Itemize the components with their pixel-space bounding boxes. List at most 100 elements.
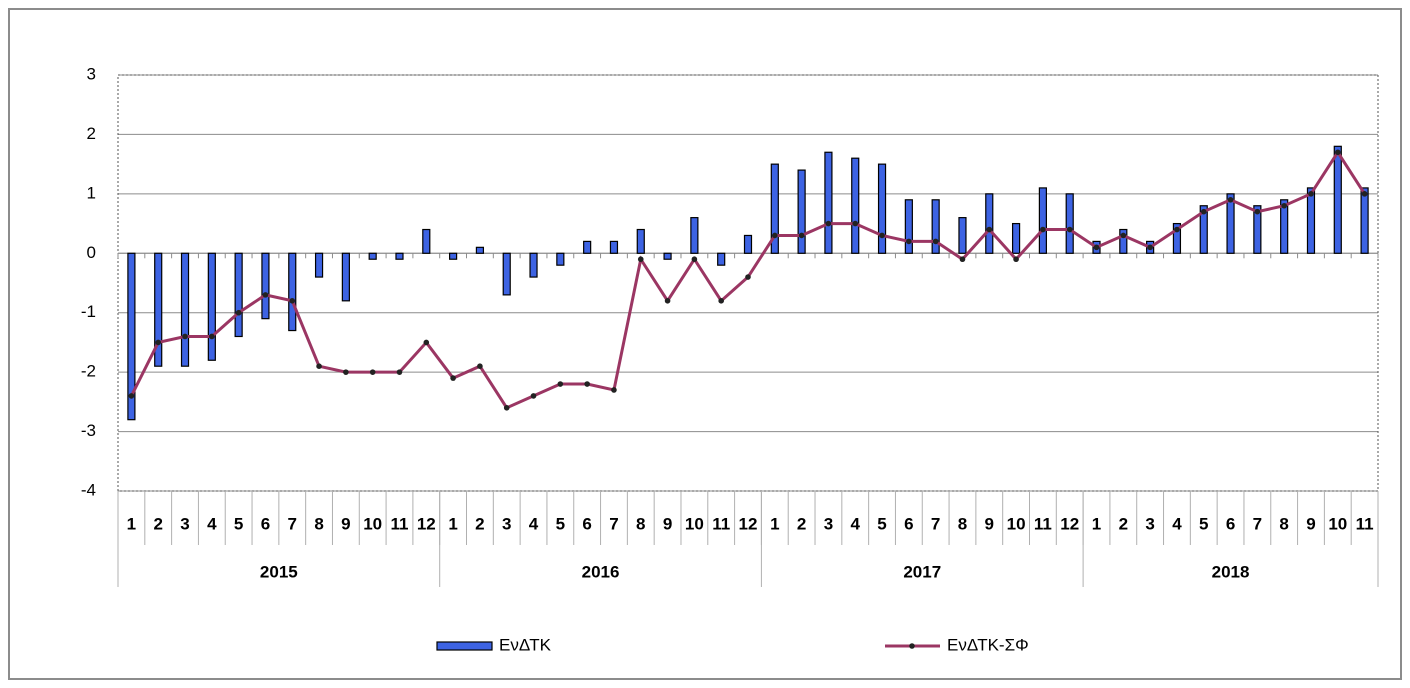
bar: [1226, 193, 1235, 254]
bar: [797, 169, 806, 254]
y-tick-label: -1: [81, 302, 96, 321]
line-marker: [611, 387, 617, 393]
line-marker: [1200, 208, 1207, 215]
x-tick-label: 10: [685, 514, 704, 533]
bar: [877, 163, 887, 254]
line-marker: [396, 369, 403, 375]
bar: [475, 246, 485, 254]
bar: [422, 228, 431, 254]
line-marker: [262, 292, 269, 298]
legend-label: ΕνΔΤΚ-ΣΦ: [947, 635, 1029, 654]
line-marker: [477, 363, 483, 370]
line-marker: [879, 232, 885, 239]
line-marker: [128, 393, 135, 399]
bar: [1253, 205, 1262, 254]
y-tick-label: -2: [81, 362, 96, 381]
bar: [556, 252, 565, 266]
y-tick-label: 0: [87, 243, 96, 262]
x-group-label: 2018: [1212, 562, 1250, 581]
x-tick-label: 9: [663, 514, 672, 533]
line-marker: [1013, 256, 1019, 263]
x-tick-label: 11: [390, 514, 408, 533]
x-tick-label: 6: [582, 514, 591, 533]
x-tick-label: 1: [448, 514, 457, 533]
bar: [1119, 228, 1128, 254]
x-tick-label: 3: [180, 514, 189, 533]
bar: [931, 199, 940, 254]
bar: [609, 240, 619, 254]
x-tick-label: 2: [1119, 514, 1128, 533]
line-marker: [986, 226, 993, 233]
x-tick-label: 6: [1226, 514, 1235, 533]
bar: [449, 252, 458, 260]
line-marker: [664, 298, 671, 304]
bar: [1360, 187, 1369, 254]
line-marker: [503, 405, 510, 411]
x-tick-label: 12: [739, 514, 758, 533]
bar: [502, 252, 511, 296]
x-tick-label: 11: [1356, 514, 1374, 533]
bar: [1011, 222, 1021, 254]
line-marker: [1174, 226, 1180, 233]
line-marker: [932, 238, 939, 245]
bar: [985, 193, 994, 254]
line-marker: [369, 369, 376, 375]
line-marker: [155, 339, 162, 346]
bar: [690, 217, 699, 254]
chart-frame: [8, 8, 1402, 680]
line-marker: [557, 381, 564, 387]
bar: [314, 252, 324, 278]
bar: [1306, 187, 1316, 254]
plot-border: [117, 74, 1379, 492]
x-tick-label: 9: [341, 514, 350, 533]
line-marker: [691, 256, 698, 263]
bar: [127, 252, 136, 421]
bar: [743, 234, 753, 254]
line-marker: [289, 298, 296, 304]
line-marker: [343, 369, 349, 375]
x-tick-label: 9: [1306, 514, 1315, 533]
line-marker: [1147, 244, 1153, 251]
bar: [663, 252, 672, 260]
bar: [368, 252, 377, 260]
line-marker: [316, 363, 322, 370]
x-tick-label: 1: [770, 514, 779, 533]
line-marker: [1334, 149, 1341, 156]
legend-swatch: [436, 641, 493, 651]
bar: [529, 252, 538, 278]
line-marker: [798, 232, 805, 239]
bar: [1172, 222, 1182, 254]
line-marker: [235, 309, 242, 316]
line-marker: [1227, 197, 1234, 203]
x-tick-label: 8: [636, 514, 645, 533]
x-tick-label: 10: [1328, 514, 1347, 533]
line-marker: [906, 238, 912, 245]
line-marker: [1254, 208, 1261, 215]
x-tick-label: 4: [529, 514, 539, 533]
x-tick-label: 5: [556, 514, 565, 533]
x-tick-label: 2: [475, 514, 484, 533]
bar: [1199, 205, 1208, 254]
bar: [770, 163, 779, 254]
bar: [154, 252, 163, 367]
line-marker: [637, 256, 644, 263]
line-marker: [1040, 226, 1046, 233]
line-marker: [745, 274, 751, 280]
bar: [1038, 187, 1047, 254]
x-group-label: 2016: [582, 562, 620, 581]
x-tick-label: 2: [797, 514, 806, 533]
x-tick-label: 7: [288, 514, 297, 533]
bar: [636, 228, 645, 254]
bar: [1280, 199, 1289, 254]
line-marker: [530, 393, 537, 399]
x-tick-label: 4: [850, 514, 860, 533]
x-tick-label: 2: [153, 514, 162, 533]
x-tick-label: 12: [1060, 514, 1079, 533]
x-tick-label: 4: [1172, 514, 1182, 533]
x-tick-label: 10: [1007, 514, 1026, 533]
x-tick-label: 9: [985, 514, 994, 533]
x-tick-label: 7: [609, 514, 618, 533]
line-marker: [1066, 226, 1073, 233]
x-group-label: 2015: [260, 562, 298, 581]
